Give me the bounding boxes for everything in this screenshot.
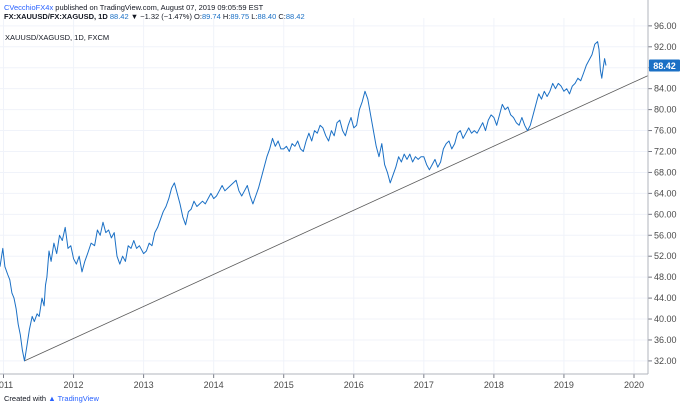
y-tick-label: 68.00 [654, 167, 677, 177]
y-tick-label: 52.00 [654, 251, 677, 261]
price-line [0, 41, 607, 362]
y-tick-label: 84.00 [654, 84, 677, 94]
symbol-name: FX:XAUUSD/FX:XAGUSD, 1D [4, 12, 108, 21]
last-price-tag: 88.42 [649, 59, 680, 72]
y-tick-label: 60.00 [654, 209, 677, 219]
low-value: 88.40 [257, 12, 277, 21]
open-label: O: [194, 12, 202, 21]
x-tick-label: 2011 [0, 380, 13, 390]
last-price-tag-label: 88.42 [653, 61, 676, 71]
last-price-tag-bg [649, 59, 680, 72]
close-label: C: [278, 12, 286, 21]
last-value: 88.42 [109, 12, 129, 21]
y-tick-label: 36.00 [654, 335, 677, 345]
publish-date: published on TradingView.com, August 07,… [53, 3, 264, 12]
y-tick-label: 72.00 [654, 147, 677, 157]
y-tick-label: 40.00 [654, 314, 677, 324]
x-tick-label: 2012 [64, 380, 84, 390]
price-series [0, 41, 607, 362]
y-tick-label: 48.00 [654, 272, 677, 282]
x-tick-label: 2017 [414, 380, 434, 390]
y-tick-label: 96.00 [654, 21, 677, 31]
grid [0, 18, 648, 374]
y-tick-label: 80.00 [654, 105, 677, 115]
created-with-text: Created with [4, 394, 47, 403]
x-tick-label: 2016 [344, 380, 364, 390]
time-axis[interactable]: 2011 2012 2013 2014 2015 2016 2017 2018 2019 2020 [0, 373, 648, 390]
y-tick-label: 32.00 [654, 356, 677, 366]
support-trendline [24, 75, 649, 362]
open-value: 89.74 [201, 12, 221, 21]
low-label: L: [251, 12, 258, 21]
symbol-ohlc-line: FX:XAUUSD/FX:XAGUSD, 1D 88.42 ▼ −1.32 (−… [4, 12, 305, 21]
price-axis[interactable]: 32.00 36.00 40.00 44.00 48.00 52.00 56.00 60.00… [647, 0, 677, 374]
x-tick-label: 2020 [624, 380, 644, 390]
y-tick-label: 76.00 [654, 126, 677, 136]
x-tick-label: 2014 [204, 380, 224, 390]
high-label: H: [222, 12, 231, 21]
trendline[interactable] [24, 75, 649, 362]
change-value: ▼ −1.32 (−1.47%) [130, 12, 192, 21]
author-link[interactable]: CVecchioFX4x [4, 3, 54, 12]
tradingview-brand[interactable]: TradingView [57, 394, 99, 403]
high-value: 89.75 [230, 12, 250, 21]
x-tick-label: 2013 [134, 380, 154, 390]
publish-info: CVecchioFX4x published on TradingView.co… [4, 3, 263, 12]
tradingview-logo-icon: ▲ [48, 394, 56, 403]
y-tick-label: 64.00 [654, 188, 677, 198]
footer: Created with ▲ TradingView [4, 394, 99, 403]
x-tick-label: 2019 [554, 380, 574, 390]
y-tick-label: 56.00 [654, 230, 677, 240]
x-tick-label: 2015 [274, 380, 294, 390]
x-tick-label: 2018 [484, 380, 504, 390]
close-value: 88.42 [285, 12, 305, 21]
y-tick-label: 92.00 [654, 42, 677, 52]
y-tick-label: 44.00 [654, 293, 677, 303]
chart-symbol-label: XAUUSD/XAGUSD, 1D, FXCM [5, 33, 110, 42]
